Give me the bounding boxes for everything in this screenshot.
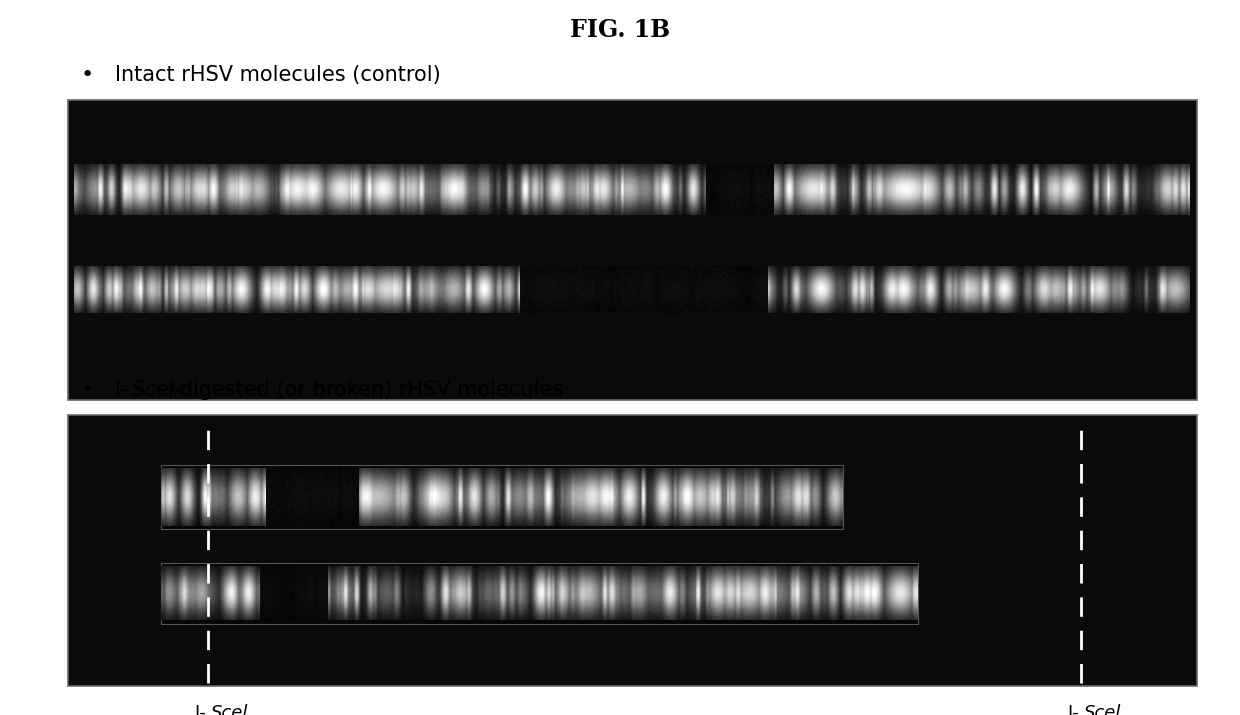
Bar bbox=[161, 563, 918, 623]
Text: •: • bbox=[81, 65, 94, 85]
Text: -digested (or broken) rHSV molecules: -digested (or broken) rHSV molecules bbox=[172, 380, 563, 400]
Bar bbox=[161, 465, 843, 529]
Text: FIG. 1B: FIG. 1B bbox=[570, 18, 670, 42]
Text: Scel: Scel bbox=[131, 380, 175, 400]
Text: Scel: Scel bbox=[1084, 704, 1121, 715]
Text: •: • bbox=[81, 380, 94, 400]
Text: I-: I- bbox=[195, 704, 206, 715]
Text: Intact rHSV molecules (control): Intact rHSV molecules (control) bbox=[115, 65, 441, 85]
Text: I-: I- bbox=[115, 380, 129, 400]
Text: I-: I- bbox=[1068, 704, 1079, 715]
Text: Scel: Scel bbox=[211, 704, 248, 715]
Bar bbox=[68, 415, 1197, 686]
Bar bbox=[68, 100, 1197, 400]
